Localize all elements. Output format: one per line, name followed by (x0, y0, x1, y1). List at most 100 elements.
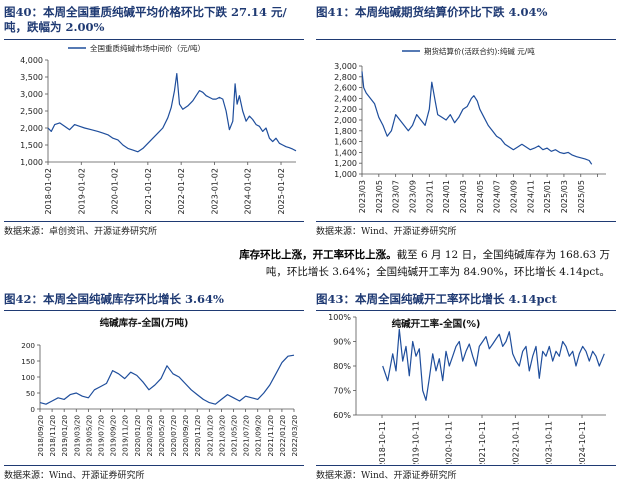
x-tick-label: 2023/05 (375, 180, 384, 213)
fig42-source: 数据来源：Wind、开源证券研究所 (4, 471, 145, 481)
x-tick-label: 2022/01/20 (278, 415, 287, 457)
x-tick-label: 2019/01/20 (60, 415, 69, 457)
x-tick-label: 2021/01/20 (205, 415, 214, 457)
x-tick-label: 2023/03 (358, 180, 367, 213)
x-tick-label: 2021/03/20 (217, 415, 226, 457)
y-tick-label: 2,000 (20, 124, 43, 133)
x-tick-label: 2018/11/20 (48, 415, 57, 457)
x-tick-label: 2023-10-11 (545, 421, 554, 464)
y-tick-label: 1,800 (334, 127, 357, 136)
y-tick-label: 50 (26, 389, 36, 398)
series-line (382, 328, 605, 401)
x-tick-label: 2023-01-02 (210, 168, 219, 215)
fig40-title-line1: 图40：本周全国重质纯碱平均价格环比下跌 27.14 元/ (4, 5, 287, 19)
paragraph-bold: 库存环比上涨，开工率环比上涨。 (239, 249, 397, 261)
x-tick-label: 2024/09 (509, 180, 518, 213)
y-tick-label: 90% (333, 338, 351, 347)
chart-inner-title: 纯碱库存-全国(万吨) (100, 317, 189, 329)
x-tick-label: 2025/05 (577, 180, 586, 213)
fig43-source: 数据来源：Wind、开源证券研究所 (316, 471, 457, 481)
x-tick-label: 2023/11 (425, 180, 434, 213)
x-tick-label: 2024/05 (476, 180, 485, 213)
x-tick-label: 2021-01-02 (144, 168, 153, 215)
y-tick-label: 3,000 (334, 62, 357, 71)
y-tick-label: 100% (328, 313, 351, 322)
x-tick-label: 2020/11/20 (193, 415, 202, 457)
paragraph-line2: 吨，环比增长 3.64%；全国纯碱开工率为 84.90%，环比增长 4.14pc… (265, 266, 610, 278)
fig40-source: 数据来源：卓创资讯、开源证券研究所 (4, 227, 158, 237)
fig42-rule (4, 310, 304, 311)
fig43-title: 图43：本周全国纯碱开工率环比增长 4.14pct (316, 292, 557, 306)
fig41-rule (316, 39, 616, 40)
y-tick-label: 1,000 (20, 158, 43, 167)
series-line (361, 71, 593, 165)
x-tick-label: 2024-01-02 (244, 168, 253, 215)
y-tick-label: 0 (30, 405, 35, 414)
x-tick-label: 2025/01 (543, 180, 552, 213)
fig40-chart: 1,000 1,500 2,000 2,500 3,000 3,500 4,000 2018-… (20, 43, 297, 215)
x-tick-label: 2023/07 (392, 180, 401, 213)
legend-label: 全国重质纯碱市场中间价（元/吨） (90, 43, 205, 53)
x-tick-label: 2020/03/20 (145, 415, 154, 457)
x-tick-label: 2019/03/20 (72, 415, 81, 457)
y-tick-label: 2,500 (20, 107, 43, 116)
x-tick-label: 2021-10-11 (478, 421, 487, 464)
x-tick-label: 2019-01-02 (77, 168, 86, 215)
y-tick-label: 60% (333, 411, 351, 420)
fig42-rule-bottom (4, 465, 304, 466)
chart-inner-title: 纯碱开工率-全国(%) (392, 318, 481, 330)
x-tick-label: 2019/07/20 (96, 415, 105, 457)
y-tick-label: 100 (21, 373, 35, 382)
fig40-rule (4, 39, 304, 40)
x-tick-label: 2019/11/20 (121, 415, 130, 457)
series-line (47, 72, 297, 153)
y-tick-label: 1,500 (20, 141, 43, 150)
x-tick-label: 2018-10-11 (378, 421, 387, 464)
y-tick-label: 2,400 (334, 94, 357, 103)
x-tick-label: 2020/07/20 (169, 415, 178, 457)
x-tick-label: 2019-10-11 (411, 421, 420, 464)
x-tick-label: 2025/03 (560, 180, 569, 213)
fig41-rule-bottom (316, 221, 616, 222)
fig41-source: 数据来源：Wind、开源证券研究所 (316, 227, 457, 237)
y-tick-label: 1,400 (334, 148, 357, 157)
fig42-title: 图42：本周全国纯碱库存环比增长 3.64% (4, 292, 224, 306)
legend-label: 期货结算价(活跃合约):纯碱 元/吨 (424, 46, 535, 56)
paragraph-line1: 库存环比上涨，开工率环比上涨。截至 6 月 12 日，全国纯碱库存为 168.6… (10, 247, 610, 264)
x-tick-label: 2023/09 (408, 180, 417, 213)
fig43-chart: 60% 70% 80% 90% 100% 2018-10-11 2019-10-11 2020… (328, 313, 606, 464)
y-tick-label: 2,800 (334, 73, 357, 82)
x-tick-label: 2021/11/20 (266, 415, 275, 457)
x-tick-label: 2020/05/20 (157, 415, 166, 457)
y-tick-label: 200 (21, 341, 35, 350)
y-tick-label: 3,000 (20, 90, 43, 99)
x-tick-label: 2024/03 (459, 180, 468, 213)
x-tick-label: 2022-10-11 (511, 421, 520, 464)
x-tick-label: 2019/09/20 (109, 415, 118, 457)
x-tick-label: 2025-01-02 (277, 168, 286, 215)
y-tick-label: 4,000 (20, 56, 43, 65)
y-tick-label: 2,600 (334, 84, 357, 93)
x-tick-label: 2021/09/20 (254, 415, 263, 457)
fig43-rule-bottom (316, 465, 616, 466)
body-paragraph: 库存环比上涨，开工率环比上涨。截至 6 月 12 日，全国纯碱库存为 168.6… (10, 247, 610, 281)
fig42-chart: 0 50 100 150 200 2018/09/20 2018/11/20 2019/01/… (21, 317, 299, 457)
y-tick-label: 2,000 (334, 116, 357, 125)
x-tick-label: 2020/01/20 (133, 415, 142, 457)
x-tick-label: 2024/07 (493, 180, 502, 213)
fig40-title: 图40：本周全国重质纯碱平均价格环比下跌 27.14 元/ 吨，跌幅为 2.00… (4, 5, 304, 35)
y-tick-label: 70% (333, 387, 351, 396)
x-tick-label: 2020-01-02 (111, 168, 120, 215)
y-tick-label: 2,200 (334, 105, 357, 114)
fig41-title: 图41：本周纯碱期货结算价环比下跌 4.04% (316, 5, 548, 19)
y-tick-label: 1,600 (334, 138, 357, 147)
fig43-rule (316, 310, 616, 311)
y-tick-label: 3,500 (20, 73, 43, 82)
paragraph-line1-text: 截至 6 月 12 日，全国纯碱库存为 168.63 万 (396, 249, 610, 261)
y-tick-label: 1,200 (334, 159, 357, 168)
x-tick-label: 2018-01-02 (44, 168, 53, 215)
x-tick-label: 2021/07/20 (242, 415, 251, 457)
x-tick-label: 2018/09/20 (36, 415, 45, 457)
fig40-rule-bottom (4, 221, 304, 222)
